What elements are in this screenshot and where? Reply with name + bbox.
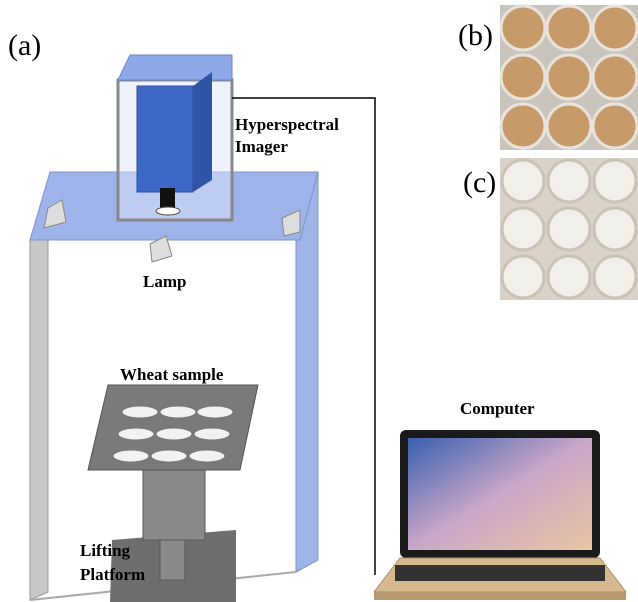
photo-b: [500, 5, 638, 150]
platform-label: Platform: [80, 565, 145, 584]
lamp-label: Lamp: [143, 272, 186, 291]
panel-label: (b): [458, 19, 493, 52]
computer-label: Computer: [460, 399, 535, 418]
platform-label: Lifting: [80, 541, 131, 560]
imager-label: Imager: [235, 137, 288, 156]
laptop: [374, 430, 626, 600]
photo-c: [500, 158, 638, 300]
figure: (a) (b) (c) Hyperspectral Imager Lamp Wh…: [0, 0, 638, 602]
sample-label: Wheat sample: [120, 365, 224, 384]
imager-label: Hyperspectral: [235, 115, 339, 134]
imager: [118, 55, 232, 220]
panel-label: (c): [463, 166, 496, 199]
panel-label: (a): [8, 29, 41, 62]
